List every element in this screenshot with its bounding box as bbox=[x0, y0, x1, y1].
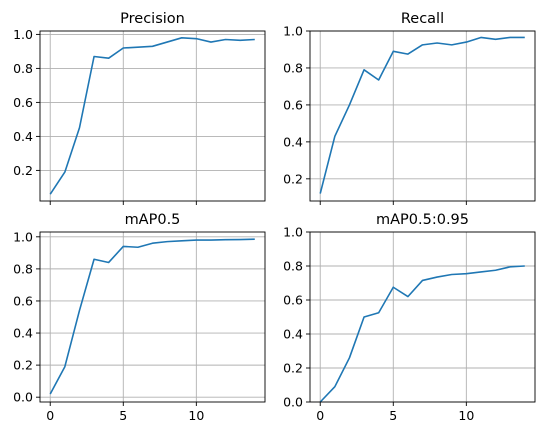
recall-panel: Recall 0.2 0.4 0.6 0.8 1.0 bbox=[283, 11, 535, 205]
map50-y-tick-label: 0.2 bbox=[13, 358, 33, 373]
recall-series-line bbox=[320, 37, 525, 193]
recall-y-tick-label: 0.6 bbox=[283, 97, 303, 112]
map50-x-tick-label: 5 bbox=[119, 408, 127, 423]
map50-95-y-tick-label: 0.0 bbox=[283, 395, 303, 410]
map50-y-tick-label: 0.6 bbox=[13, 293, 33, 308]
map50-y-tick-label: 0.8 bbox=[13, 261, 33, 276]
recall-y-tick-label: 1.0 bbox=[283, 24, 303, 39]
precision-y-tick-label: 0.8 bbox=[13, 61, 33, 76]
recall-y-tick-label: 0.4 bbox=[283, 134, 303, 149]
map50-series-line bbox=[50, 239, 255, 394]
map50-title: mAP0.5 bbox=[125, 212, 181, 228]
recall-title: Recall bbox=[401, 11, 444, 27]
map50-x-tick-label: 0 bbox=[46, 408, 54, 423]
precision-y-tick-label: 1.0 bbox=[13, 27, 33, 42]
map50-95-y-tick-label: 0.2 bbox=[283, 361, 303, 376]
map50-95-x-tick-label: 10 bbox=[458, 408, 474, 423]
map50-95-y-tick-label: 0.4 bbox=[283, 327, 303, 342]
map50-95-title: mAP0.5:0.95 bbox=[376, 212, 469, 228]
map50-x-tick-label: 10 bbox=[188, 408, 204, 423]
recall-y-tick-label: 0.8 bbox=[283, 60, 303, 75]
recall-y-tick-label: 0.2 bbox=[283, 171, 303, 186]
precision-axes-frame bbox=[40, 31, 265, 201]
map50-y-tick-label: 1.0 bbox=[13, 229, 33, 244]
map50-95-y-tick-label: 0.6 bbox=[283, 293, 303, 308]
map50-y-tick-label: 0.4 bbox=[13, 326, 33, 341]
precision-y-tick-label: 0.6 bbox=[13, 95, 33, 110]
map50-95-y-tick-label: 0.8 bbox=[283, 259, 303, 274]
map50-y-tick-label: 0.0 bbox=[13, 390, 33, 405]
precision-panel: Precision 0.2 0.4 0.6 0.8 1.0 bbox=[13, 11, 265, 205]
map50-95-axes-frame bbox=[310, 232, 535, 402]
map50-95-panel: mAP0.5:0.95 0 5 10 0.0 0.2 0.4 0.6 0.8 1.0 bbox=[283, 212, 535, 423]
map50-95-y-tick-label: 1.0 bbox=[283, 225, 303, 240]
map50-95-x-tick-label: 5 bbox=[389, 408, 397, 423]
map50-95-x-tick-label: 0 bbox=[316, 408, 324, 423]
map50-axes-frame bbox=[40, 232, 265, 402]
precision-title: Precision bbox=[120, 11, 185, 27]
precision-y-tick-label: 0.2 bbox=[13, 163, 33, 178]
precision-y-tick-label: 0.4 bbox=[13, 129, 33, 144]
map50-panel: mAP0.5 0 5 10 0.0 0.2 0.4 0.6 0.8 1.0 bbox=[13, 212, 265, 423]
